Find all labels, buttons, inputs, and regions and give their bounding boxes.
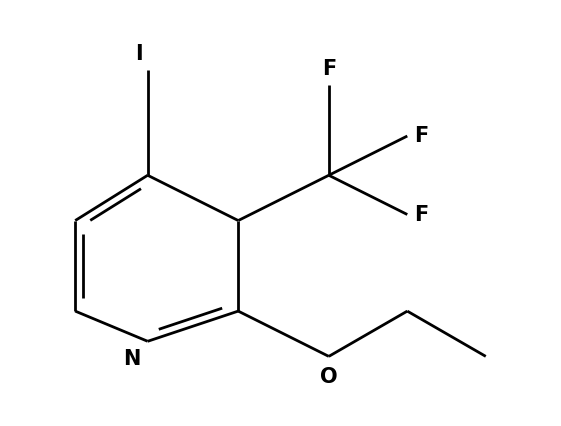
Text: O: O (320, 367, 338, 387)
Text: N: N (123, 348, 140, 368)
Text: F: F (415, 204, 429, 225)
Text: F: F (321, 59, 336, 79)
Text: I: I (135, 43, 142, 63)
Text: F: F (415, 126, 429, 146)
